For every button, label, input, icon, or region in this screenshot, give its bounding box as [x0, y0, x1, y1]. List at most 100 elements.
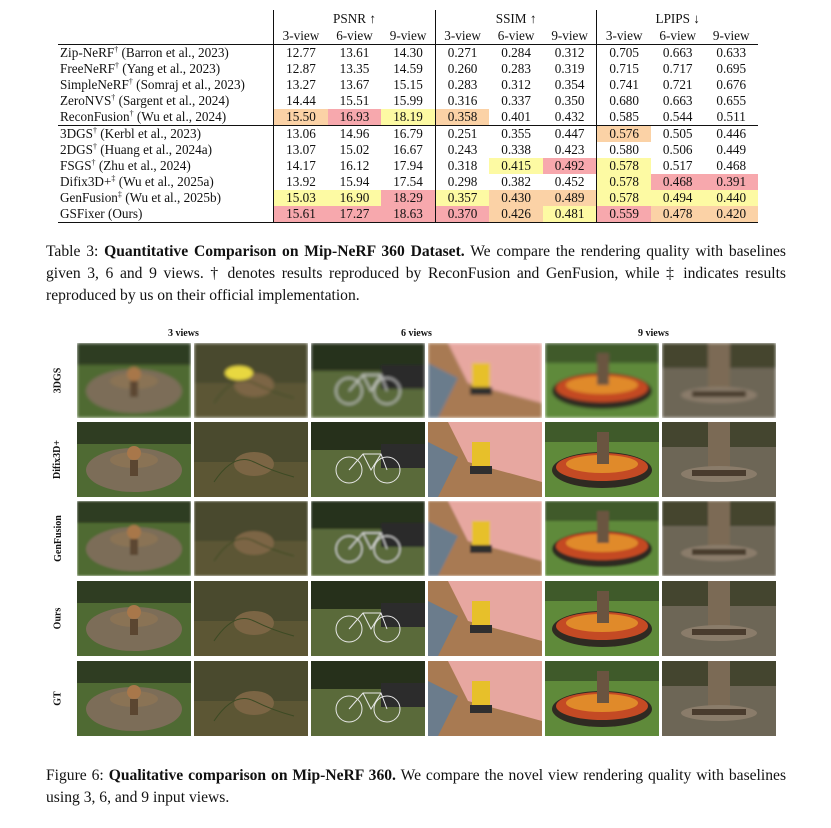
metric-cell: 0.358 — [434, 109, 490, 126]
garden-table-scene-image — [77, 581, 191, 656]
flowerbed-scene-image — [545, 581, 659, 656]
metric-cell: 18.29 — [381, 190, 436, 206]
qualitative-figure: 3 views 6 views 9 views 3DGS Difix3D+ GenF… — [0, 328, 831, 758]
stump-scene-image — [194, 581, 308, 656]
bicycle-scene-image — [311, 581, 425, 656]
treehill-scene-image — [662, 343, 776, 418]
metric-cell: 14.17 — [273, 158, 328, 174]
figure-caption: Figure 6: Qualitative comparison on Mip-… — [46, 765, 786, 809]
metric-cell: 17.94 — [393, 158, 423, 173]
kitchen-lego-scene-image — [428, 343, 542, 418]
stump-scene-image — [194, 501, 308, 576]
table-caption-body: We compare the rendering quality with ba… — [46, 243, 786, 304]
table-row: FSGS† (Zhu et al., 2024) 14.17 16.12 17.94 0… — [58, 158, 758, 174]
method-name: Zip-NeRF — [60, 45, 115, 60]
method-name: FreeNeRF — [60, 61, 115, 76]
garden-table-scene-thumbnail — [77, 422, 191, 497]
metric-cell: 0.316 — [434, 93, 490, 109]
row-label: GT — [48, 661, 68, 736]
method-column-header — [58, 28, 274, 45]
bicycle-scene-thumbnail — [311, 581, 425, 656]
view-header: 6-view — [489, 28, 543, 45]
metric-cell: 0.420 — [704, 206, 758, 223]
method-name: ZeroNVS — [60, 93, 112, 108]
garden-table-scene-thumbnail — [77, 343, 191, 418]
reproduction-mark: ‡ — [111, 174, 116, 183]
metric-cell: 0.576 — [596, 125, 651, 142]
treehill-scene-image — [662, 501, 776, 576]
metric-cell: 0.251 — [434, 125, 490, 142]
method-citation: (Huang et al., 2024a) — [96, 142, 212, 157]
metric-cell: 15.51 — [339, 93, 370, 108]
metric-cell: 0.517 — [662, 158, 693, 173]
metric-cell: 0.721 — [662, 77, 693, 92]
metric-cell: 0.741 — [596, 77, 651, 93]
bicycle-scene-thumbnail — [311, 501, 425, 576]
view-label-6: 6 views — [401, 328, 432, 339]
metric-cell: 0.355 — [489, 125, 543, 142]
reproduction-mark: † — [92, 126, 97, 135]
method-name-cell: SimpleNeRF† (Somraj et al., 2023) — [58, 77, 274, 93]
metric-cell: 0.271 — [434, 44, 490, 61]
garden-table-scene-image — [77, 422, 191, 497]
metric-cell: 0.415 — [489, 158, 543, 174]
flowerbed-scene-image — [545, 343, 659, 418]
stump-scene-thumbnail — [194, 343, 308, 418]
bicycle-scene-image — [311, 422, 425, 497]
metric-cell: 0.370 — [434, 206, 490, 223]
method-citation: (Barron et al., 2023) — [118, 45, 229, 60]
garden-table-scene-image — [77, 661, 191, 736]
metric-cell: 0.354 — [554, 77, 585, 92]
reproduction-mark: ‡ — [117, 190, 122, 199]
metric-cell: 0.492 — [542, 158, 597, 174]
treehill-scene-thumbnail — [662, 422, 776, 497]
table-row: GSFixer (Ours) 15.61 17.27 18.63 0.370 0.426 0… — [58, 206, 758, 223]
metric-cell: 0.559 — [596, 206, 651, 223]
method-name-cell: 3DGS† (Kerbl et al., 2023) — [58, 125, 274, 142]
view-header: 3-view — [434, 28, 490, 45]
row-label: GenFusion — [48, 501, 68, 576]
metric-cell: 17.27 — [327, 206, 382, 223]
view-header: 6-view — [327, 28, 382, 45]
metric-cell: 0.663 — [662, 45, 693, 60]
treehill-scene-image — [662, 422, 776, 497]
metric-cell: 14.59 — [393, 61, 423, 76]
results-table: PSNR ↑ SSIM ↑ LPIPS ↓ 3-view 6-view 9-vi… — [58, 10, 758, 223]
table-row: ReconFusion† (Wu et al., 2024) 15.50 16.93… — [58, 109, 758, 126]
view-header: 3-view — [596, 28, 651, 45]
metric-cell: 0.401 — [501, 109, 531, 124]
metric-cell: 0.284 — [501, 45, 531, 60]
method-citation: (Wu et al., 2025a) — [115, 174, 214, 189]
flowerbed-scene-image — [545, 501, 659, 576]
metric-cell: 0.633 — [716, 45, 747, 60]
view-header: 6-view — [650, 28, 705, 45]
metric-cell: 15.94 — [339, 174, 370, 189]
metric-cell: 14.44 — [273, 93, 328, 109]
metric-cell: 12.77 — [273, 44, 328, 61]
metric-cell: 18.63 — [381, 206, 436, 223]
method-name: FSGS — [60, 158, 92, 173]
metric-cell: 14.96 — [327, 125, 382, 142]
row-label: 3DGS — [48, 343, 68, 418]
method-citation: (Sargent et al., 2024) — [115, 93, 230, 108]
table-row: Zip-NeRF† (Barron et al., 2023) 12.77 13.6… — [58, 44, 758, 61]
row-label-text: Difix3D+ — [52, 439, 64, 480]
metric-cell: 0.478 — [650, 206, 705, 223]
table-corner — [58, 10, 274, 28]
table-body: Zip-NeRF † (Barron et al., 2023) 12.77 13.6… — [58, 44, 758, 223]
method-name-cell: 2DGS† (Huang et al., 2024a) — [58, 142, 274, 158]
metric-cell: 13.61 — [339, 45, 370, 60]
stump-scene-thumbnail — [194, 581, 308, 656]
kitchen-lego-scene-thumbnail — [428, 422, 542, 497]
metric-cell: 0.468 — [650, 174, 705, 190]
treehill-scene-thumbnail — [662, 343, 776, 418]
view-header: 3-view — [273, 28, 328, 45]
metric-cell: 0.544 — [662, 109, 693, 124]
row-label-text: GT — [52, 691, 64, 706]
method-name-cell: FSGS† (Zhu et al., 2024) — [58, 158, 274, 174]
metric-cell: 0.715 — [596, 61, 651, 77]
metric-cell: 0.283 — [501, 61, 531, 76]
metric-cell: 0.312 — [501, 77, 531, 92]
reproduction-mark: † — [91, 158, 96, 167]
metric-cell: 0.447 — [542, 125, 597, 142]
